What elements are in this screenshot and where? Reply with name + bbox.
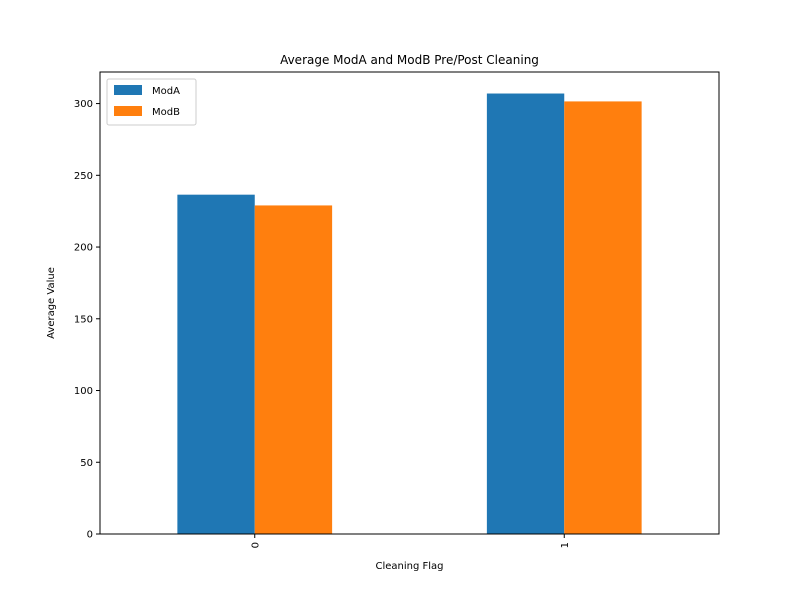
bar-modb-1 xyxy=(564,101,642,535)
y-axis-label: Average Value xyxy=(46,267,57,339)
chart-title: Average ModA and ModB Pre/Post Cleaning xyxy=(280,53,539,67)
bars-layer xyxy=(177,93,642,535)
x-tick-label: 1 xyxy=(560,542,571,548)
x-axis-label: Cleaning Flag xyxy=(375,561,443,572)
y-tick-label: 100 xyxy=(74,386,93,397)
x-tick-label: 0 xyxy=(250,542,261,548)
y-tick-label: 50 xyxy=(80,458,93,469)
plot-frame xyxy=(99,71,720,535)
bar-modb-0 xyxy=(254,205,333,534)
legend-swatch-moda xyxy=(114,85,142,95)
y-axis-ticks: 0 50 100 150 200 250 300 xyxy=(74,99,100,541)
legend-label-modb: ModB xyxy=(152,107,180,118)
y-tick-label: 0 xyxy=(87,530,93,541)
y-tick-label: 300 xyxy=(74,99,93,110)
bar-moda-1 xyxy=(486,93,565,535)
legend: ModA ModB xyxy=(106,78,197,126)
y-tick-label: 200 xyxy=(74,243,93,254)
legend-swatch-modb xyxy=(114,106,142,116)
y-tick-label: 150 xyxy=(74,314,93,325)
legend-label-moda: ModA xyxy=(152,86,180,97)
y-tick-label: 250 xyxy=(74,171,93,182)
bar-moda-0 xyxy=(177,194,255,534)
